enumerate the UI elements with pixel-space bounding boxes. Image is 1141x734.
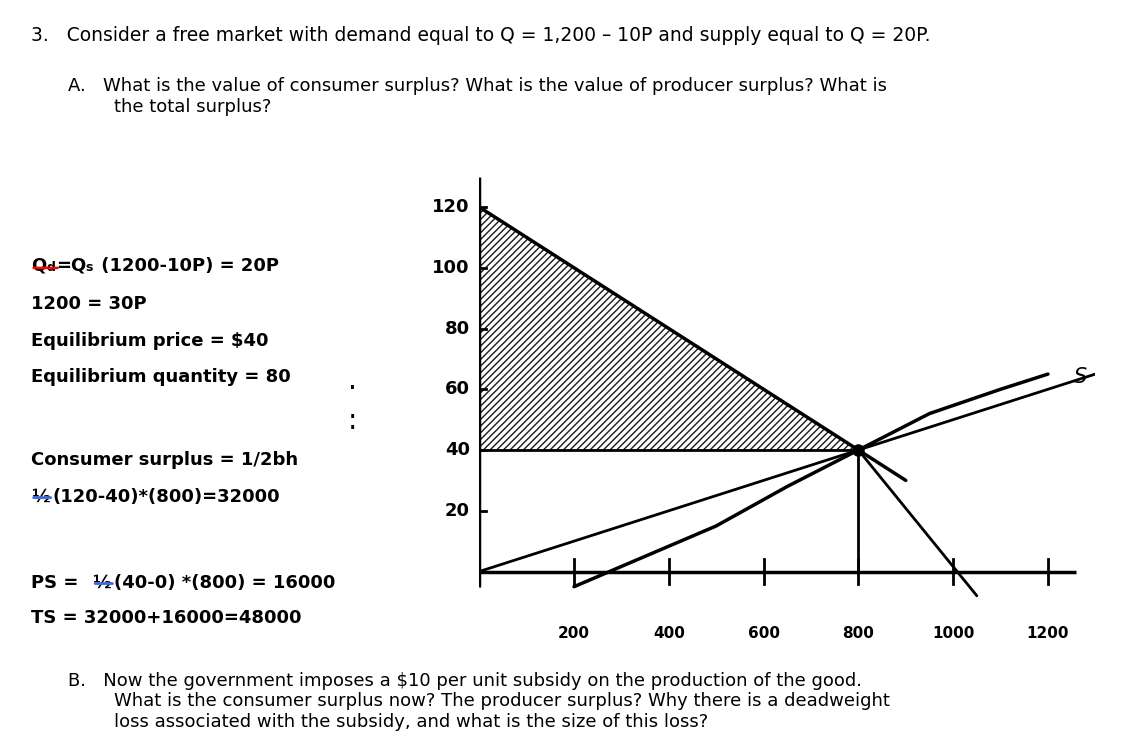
Text: 1200: 1200	[1027, 626, 1069, 642]
Text: 400: 400	[653, 626, 685, 642]
Text: 80: 80	[445, 319, 470, 338]
Text: TS = 32000+16000=48000: TS = 32000+16000=48000	[31, 609, 301, 628]
Text: 120: 120	[432, 198, 470, 216]
Text: 600: 600	[747, 626, 779, 642]
Text: PS =: PS =	[31, 574, 84, 592]
Text: Consumer surplus = 1/2bh: Consumer surplus = 1/2bh	[31, 451, 298, 470]
Text: s: s	[86, 261, 92, 275]
Text: ½: ½	[92, 574, 111, 592]
Text: 800: 800	[842, 626, 874, 642]
Text: 1000: 1000	[932, 626, 974, 642]
Text: 200: 200	[558, 626, 590, 642]
Text: (120-40)*(800)=32000: (120-40)*(800)=32000	[52, 488, 280, 506]
Text: :: :	[348, 407, 357, 435]
Text: 100: 100	[432, 259, 470, 277]
Text: d: d	[47, 261, 56, 275]
Text: 1200 = 30P: 1200 = 30P	[31, 295, 146, 313]
Text: (40-0) *(800) = 16000: (40-0) *(800) = 16000	[114, 574, 335, 592]
Text: B.   Now the government imposes a $10 per unit subsidy on the production of the : B. Now the government imposes a $10 per …	[68, 672, 890, 731]
Text: S: S	[1074, 367, 1087, 388]
Text: =Q: =Q	[56, 257, 87, 275]
Text: A.   What is the value of consumer surplus? What is the value of producer surplu: A. What is the value of consumer surplus…	[68, 77, 888, 116]
Text: 60: 60	[445, 380, 470, 399]
Text: (1200-10P) = 20P: (1200-10P) = 20P	[95, 257, 278, 275]
Text: Equilibrium quantity = 80: Equilibrium quantity = 80	[31, 368, 291, 387]
Text: 20: 20	[445, 502, 470, 520]
Text: Equilibrium price = $40: Equilibrium price = $40	[31, 332, 268, 350]
Text: .: .	[348, 367, 357, 395]
Text: 40: 40	[445, 441, 470, 459]
Text: 3.   Consider a free market with demand equal to Q = 1,200 – 10P and supply equa: 3. Consider a free market with demand eq…	[31, 26, 930, 45]
Text: Q: Q	[31, 257, 46, 275]
Text: ½: ½	[31, 488, 49, 506]
